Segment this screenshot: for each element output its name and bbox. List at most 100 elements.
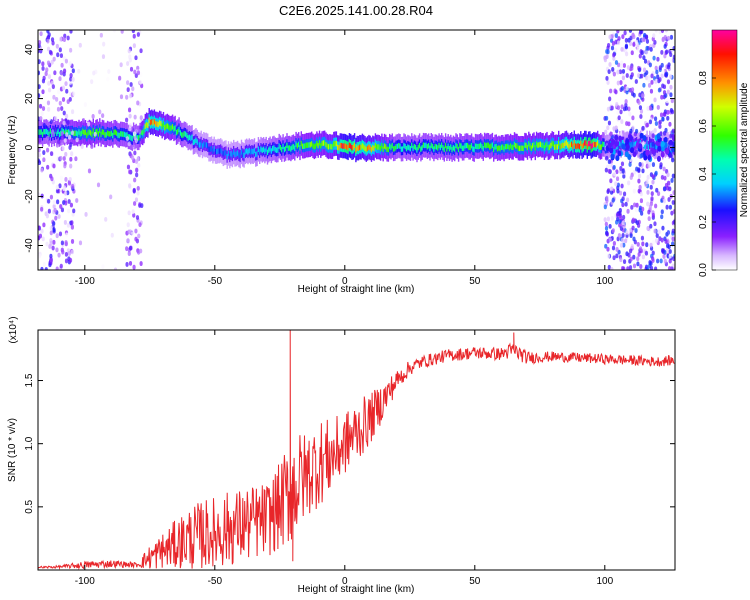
heatmap-speckle <box>645 70 649 75</box>
heatmap-cell <box>643 144 646 151</box>
heatmap-speckle <box>64 251 69 257</box>
heatmap-speckle <box>63 220 68 225</box>
heatmap-speckle <box>55 188 60 194</box>
heatmap-speckle <box>611 66 615 72</box>
heatmap-speckle <box>127 251 131 256</box>
heatmap-speckle <box>126 238 130 244</box>
heatmap-cell <box>264 148 266 154</box>
heatmap-speckle <box>641 125 645 131</box>
heatmap-cell <box>500 144 503 150</box>
heatmap-cell <box>251 148 253 154</box>
heatmap-cell <box>97 131 100 137</box>
heatmap-speckle <box>133 114 137 120</box>
heatmap-speckle <box>666 35 671 41</box>
heatmap-cell <box>415 144 417 151</box>
heatmap-cell <box>457 146 460 153</box>
heatmap-speckle <box>662 254 666 259</box>
heatmap-speckle <box>654 266 658 270</box>
heatmap-speckle <box>67 134 72 140</box>
heatmap-speckle <box>38 103 43 109</box>
heatmap-speckle <box>47 198 51 204</box>
heatmap-cell <box>507 143 509 150</box>
heatmap-speckle <box>649 242 653 248</box>
x-tick-label: -100 <box>75 576 95 587</box>
heatmap-cell <box>591 142 594 149</box>
heatmap-cell <box>543 145 546 151</box>
heatmap-speckle <box>621 34 625 39</box>
heatmap-speckle <box>651 141 655 147</box>
heatmap-speckle <box>69 202 74 208</box>
heatmap-cell <box>246 148 248 154</box>
heatmap-cell <box>334 140 336 147</box>
heatmap-speckle <box>661 37 665 43</box>
heatmap-cell <box>181 132 183 138</box>
heatmap-speckle <box>668 253 672 259</box>
heatmap-speckle <box>62 110 66 116</box>
heatmap-speckle <box>127 107 132 113</box>
heatmap-speckle <box>621 143 626 150</box>
heatmap-cell <box>79 131 81 137</box>
heatmap-speckle <box>49 241 53 246</box>
heatmap-speckle <box>78 240 83 246</box>
heatmap-speckle <box>58 47 62 53</box>
heatmap-cell <box>162 121 165 127</box>
heatmap-speckle <box>665 49 669 55</box>
heatmap-speckle <box>128 169 132 175</box>
heatmap-speckle <box>660 237 664 243</box>
heatmap-cell <box>576 143 578 150</box>
heatmap-speckle <box>133 177 137 183</box>
heatmap-cell <box>140 129 143 135</box>
heatmap-speckle <box>106 76 110 82</box>
heatmap-cell <box>182 132 184 138</box>
heatmap-speckle <box>660 49 664 55</box>
heatmap-speckle <box>657 229 661 235</box>
heatmap-speckle <box>624 38 628 43</box>
heatmap-speckle <box>660 62 664 68</box>
heatmap-speckle <box>41 89 45 95</box>
heatmap-speckle <box>645 122 649 128</box>
heatmap-cell <box>348 142 351 148</box>
heatmap-cell <box>444 142 447 149</box>
heatmap-speckle <box>611 41 616 46</box>
heatmap-cell <box>338 145 340 151</box>
heatmap-speckle <box>626 266 630 270</box>
heatmap-cell <box>148 117 150 123</box>
heatmap-speckle <box>55 43 59 49</box>
heatmap-cell <box>389 143 391 149</box>
heatmap-speckle <box>65 88 69 94</box>
heatmap-speckle <box>633 169 637 175</box>
heatmap-speckle <box>120 30 124 34</box>
heatmap-speckle <box>629 175 633 180</box>
heatmap-cell <box>554 144 556 150</box>
heatmap-cell <box>249 149 252 155</box>
heatmap-cell <box>136 135 139 141</box>
heatmap-cell <box>139 132 141 138</box>
heatmap-speckle <box>59 53 64 59</box>
heatmap-speckle <box>51 132 55 138</box>
heatmap-cell <box>407 144 409 150</box>
heatmap-speckle <box>63 163 67 169</box>
heatmap-speckle <box>617 62 621 68</box>
heatmap-speckle <box>129 82 133 87</box>
heatmap-speckle <box>644 250 649 256</box>
heatmap-speckle <box>640 50 644 56</box>
heatmap-speckle <box>47 116 52 122</box>
heatmap-speckle <box>663 258 667 264</box>
heatmap-speckle <box>638 105 643 111</box>
heatmap-cell <box>594 141 596 148</box>
heatmap-cell <box>442 145 444 151</box>
heatmap-cell <box>99 127 101 134</box>
heatmap-speckle <box>64 58 69 64</box>
heatmap-speckle <box>50 59 54 65</box>
heatmap-speckle <box>671 236 675 242</box>
heatmap-cell <box>483 142 486 148</box>
heatmap-cell <box>213 146 215 152</box>
heatmap-speckle <box>651 239 656 245</box>
heatmap-speckle <box>632 42 636 47</box>
heatmap-speckle <box>662 90 667 95</box>
heatmap-speckle <box>649 265 654 270</box>
heatmap-speckle <box>47 106 51 112</box>
heatmap-speckle <box>107 69 111 74</box>
heatmap-speckle <box>664 182 669 188</box>
heatmap-speckle <box>53 70 57 76</box>
